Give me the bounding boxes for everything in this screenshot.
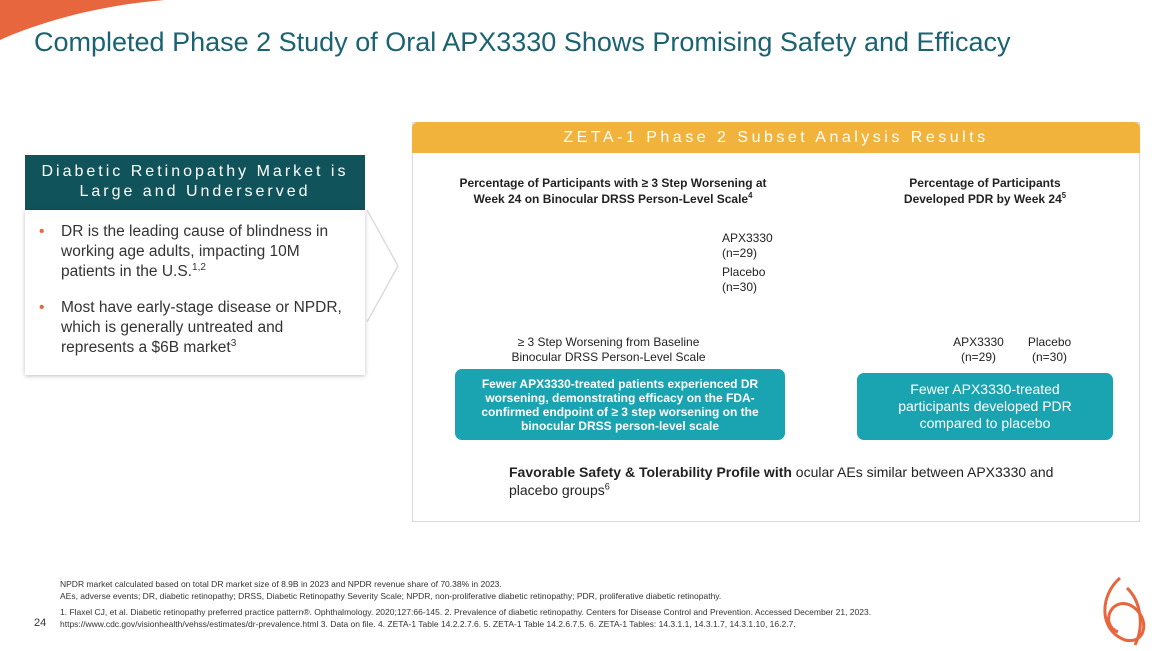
footnote-ref: 3	[230, 337, 237, 349]
x-tick-label: APX3330 (n=29)	[953, 335, 1004, 364]
bullet: Most have early-stage disease or NPDR, w…	[39, 298, 355, 358]
x-tick-label: ≥ 3 Step Worsening from Baseline Binocul…	[511, 335, 706, 364]
bullet-text: DR is the leading cause of blindness in …	[61, 223, 329, 280]
callout-text: Fewer APX3330-treated patients experienc…	[481, 376, 759, 433]
footnote-ref: 5	[1061, 191, 1067, 200]
legend-label: APX3330 (n=29)	[722, 231, 773, 260]
callout-text: Fewer APX3330-treated participants devel…	[898, 381, 1072, 431]
page-number: 24	[34, 617, 47, 629]
corner-swoosh	[0, 0, 165, 40]
bullet: DR is the leading cause of blindness in …	[39, 222, 355, 282]
callout: Fewer APX3330-treated patients experienc…	[455, 369, 785, 440]
pointer-arrow	[366, 209, 399, 323]
safety-note: Favorable Safety & Tolerability Profile …	[509, 463, 1069, 499]
chart-title-text: Percentage of Participants with ≥ 3 Step…	[459, 176, 767, 206]
safety-text: ocular AEs similar between APX3330 and p…	[509, 464, 1054, 498]
chart-title: Percentage of Participants with ≥ 3 Step…	[448, 175, 778, 207]
footnote-ref: 1,2	[191, 261, 206, 273]
slide-title: Completed Phase 2 Study of Oral APX3330 …	[34, 27, 1011, 57]
footnote: AEs, adverse events; DR, diabetic retino…	[60, 591, 722, 601]
market-box-title: Diabetic Retinopathy Market is Large and…	[25, 155, 365, 210]
legend-label: Placebo (n=30)	[722, 265, 766, 294]
callout: Fewer APX3330-treated participants devel…	[857, 373, 1113, 440]
bullet-text: Most have early-stage disease or NPDR, w…	[61, 299, 342, 356]
footnote: NPDR market calculated based on total DR…	[60, 579, 502, 589]
x-tick-label: Placebo (n=30)	[1027, 335, 1072, 364]
safety-bold: Favorable Safety & Tolerability Profile …	[509, 464, 792, 480]
logo	[1103, 576, 1146, 646]
chart-title-text: Percentage of Participants Developed PDR…	[903, 176, 1062, 206]
footnote-ref: 6	[604, 481, 610, 492]
references: 1. Flaxel CJ, et al. Diabetic retinopath…	[60, 607, 872, 629]
results-panel	[412, 122, 1140, 522]
results-panel-title: ZETA-1 Phase 2 Subset Analysis Results	[412, 122, 1140, 153]
chart-title: Percentage of Participants Developed PDR…	[885, 175, 1085, 207]
footnote-ref: 4	[748, 191, 753, 200]
market-box: DR is the leading cause of blindness in …	[25, 210, 365, 375]
